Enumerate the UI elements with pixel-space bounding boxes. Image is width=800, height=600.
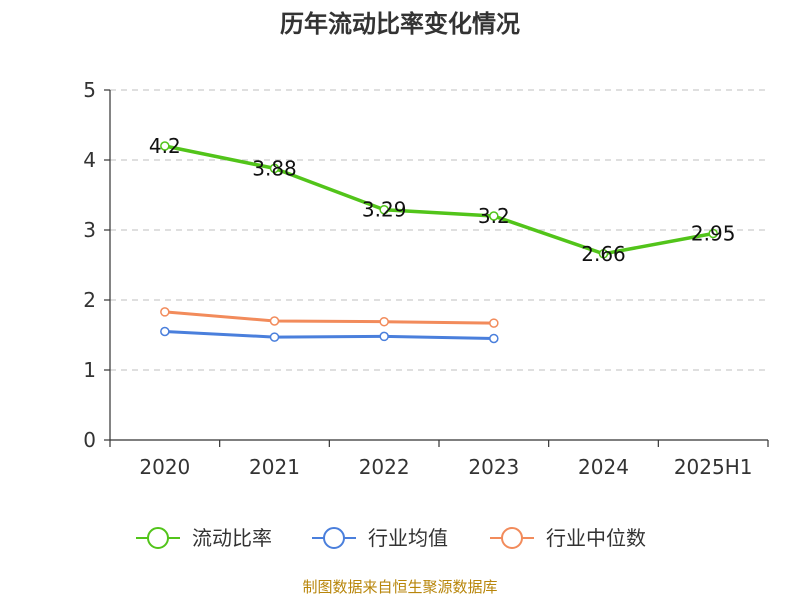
chart-title: 历年流动比率变化情况 [280, 10, 520, 38]
data-point [598, 249, 609, 259]
series-line [163, 330, 496, 340]
series-lines [163, 144, 715, 340]
data-label: 3.29 [362, 198, 407, 222]
y-tick-label: 4 [83, 148, 96, 172]
x-tick-label: 2023 [468, 455, 519, 479]
legend-item[interactable]: 行业中位数 [490, 526, 646, 550]
legend[interactable]: 流动比率 行业均值 行业中位数 [136, 526, 646, 550]
data-point [160, 307, 170, 317]
axes: 0 1 2 3 4 5 2020 2021 2022 2023 2024 2025H1 [83, 78, 769, 479]
data-point [489, 333, 499, 344]
data-label: 3.2 [478, 204, 510, 228]
data-point [379, 316, 389, 327]
series-line [163, 310, 496, 325]
x-tick-label: 2024 [578, 455, 629, 479]
x-tick-label: 2022 [359, 455, 410, 479]
series-points [160, 141, 718, 344]
data-labels: 4.2 3.88 3.29 3.2 2.66 2.95 [149, 134, 736, 266]
legend-label: 流动比率 [192, 526, 272, 550]
source-note: 制图数据来自恒生聚源数据库 [302, 578, 497, 596]
legend-marker [147, 527, 169, 549]
legend-marker [501, 527, 523, 549]
series-line [163, 144, 715, 256]
data-point [269, 163, 280, 174]
data-point [160, 326, 170, 337]
y-tick-label: 5 [83, 78, 96, 102]
legend-item[interactable]: 流动比率 [136, 526, 272, 550]
y-tick-label: 2 [83, 288, 96, 312]
data-point [379, 331, 389, 342]
grid-lines [110, 89, 768, 371]
data-point [160, 141, 170, 151]
data-label: 2.66 [581, 242, 626, 266]
x-tick-label: 2020 [139, 455, 190, 479]
x-tick-label: 2021 [249, 455, 300, 479]
data-label: 3.88 [252, 156, 297, 180]
x-tick-label: 2025H1 [674, 455, 753, 479]
y-tick-label: 0 [83, 428, 96, 452]
data-label: 2.95 [691, 222, 736, 246]
data-point [489, 318, 499, 328]
data-point [708, 228, 718, 239]
data-label: 4.2 [149, 134, 181, 158]
y-tick-label: 3 [83, 218, 96, 242]
data-point [379, 204, 389, 215]
legend-label: 行业中位数 [546, 526, 646, 550]
legend-item[interactable]: 行业均值 [312, 526, 448, 550]
data-point [489, 211, 499, 221]
data-point [269, 332, 280, 342]
y-tick-label: 1 [83, 358, 96, 382]
legend-marker [323, 527, 345, 549]
data-point [269, 316, 280, 326]
legend-label: 行业均值 [368, 526, 448, 550]
